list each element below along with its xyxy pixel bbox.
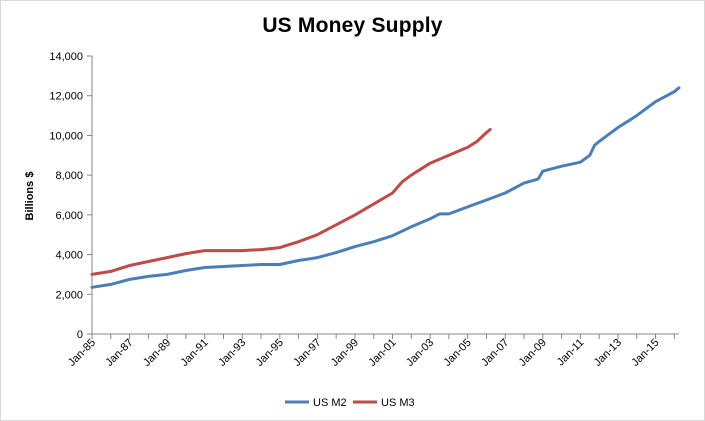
x-tick-label: Jan-13 bbox=[592, 337, 624, 369]
x-tick-label: Jan-05 bbox=[442, 337, 474, 369]
chart-title: US Money Supply bbox=[262, 14, 443, 37]
x-tick-label: Jan-03 bbox=[404, 337, 436, 369]
y-tick-label: 8,000 bbox=[55, 170, 83, 182]
x-tick-label: Jan-91 bbox=[179, 337, 211, 369]
y-tick-label: 4,000 bbox=[55, 250, 83, 262]
x-tick-label: Jan-09 bbox=[517, 337, 549, 369]
y-tick-label: 14,000 bbox=[49, 51, 83, 63]
x-tick-label: Jan-89 bbox=[141, 337, 173, 369]
series-line-us-m3 bbox=[90, 128, 492, 276]
x-tick-label: Jan-01 bbox=[366, 337, 398, 369]
y-tick-label: 12,000 bbox=[49, 91, 83, 103]
x-tick-label: Jan-85 bbox=[66, 337, 98, 369]
y-tick-label: 2,000 bbox=[55, 289, 83, 301]
x-tick-label: Jan-15 bbox=[629, 337, 661, 369]
x-tick-label: Jan-95 bbox=[254, 337, 286, 369]
y-axis-label: Billions $ bbox=[24, 172, 36, 221]
x-tick-label: Jan-87 bbox=[103, 337, 135, 369]
y-tick-label: 6,000 bbox=[55, 210, 83, 222]
legend-label: US M2 bbox=[313, 397, 347, 409]
y-tick-label: 0 bbox=[77, 329, 83, 341]
x-tick-label: Jan-93 bbox=[216, 337, 248, 369]
x-tick-label: Jan-99 bbox=[329, 337, 361, 369]
x-tick-label: Jan-11 bbox=[555, 337, 587, 369]
x-tick-label: Jan-07 bbox=[479, 337, 511, 369]
y-tick-label: 10,000 bbox=[49, 130, 83, 142]
series-line-us-m2 bbox=[90, 86, 681, 289]
legend-label: US M3 bbox=[381, 397, 415, 409]
x-tick-label: Jan-97 bbox=[291, 337, 323, 369]
